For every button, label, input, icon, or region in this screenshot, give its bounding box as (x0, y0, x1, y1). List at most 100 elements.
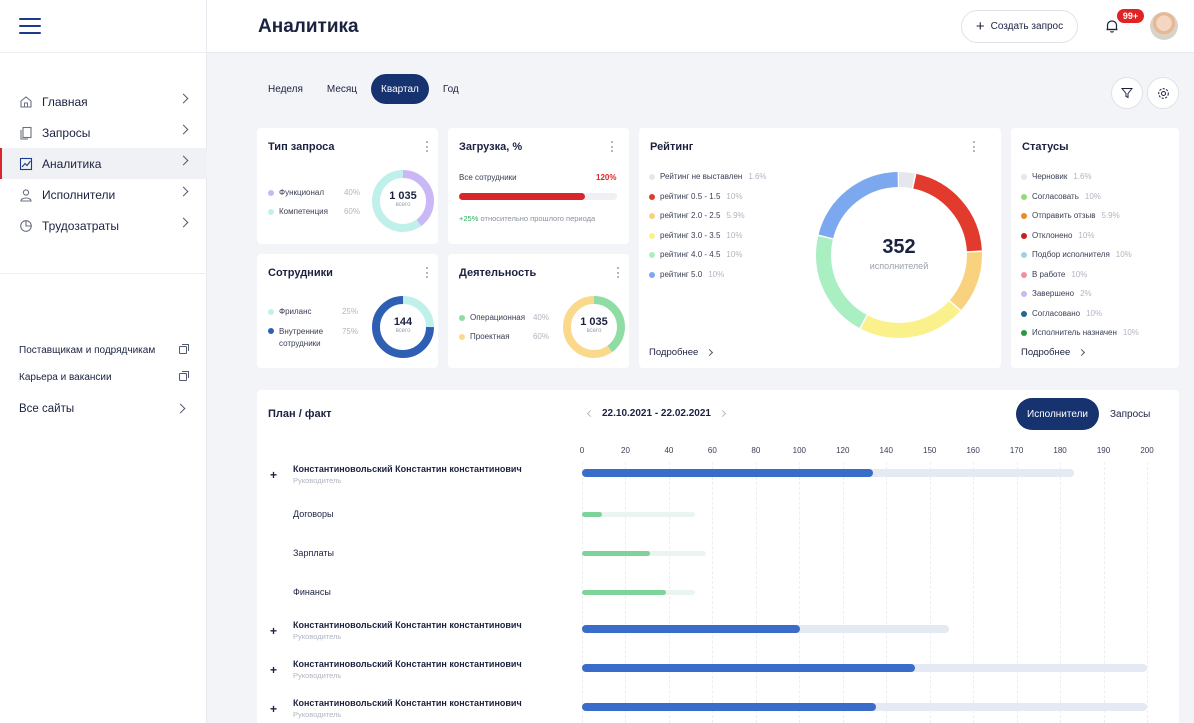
chevron-left-icon[interactable] (586, 409, 595, 418)
more-icon[interactable] (426, 141, 429, 152)
sidebar-item-home[interactable]: Главная (0, 86, 207, 117)
donut-value: 352 (882, 236, 916, 258)
more-icon[interactable] (973, 141, 976, 152)
legend-label: Завершено (1032, 289, 1075, 298)
legend-dot (1021, 174, 1027, 180)
legend-pct: 5.9% (726, 211, 745, 220)
sidebar-item-labor[interactable]: Трудозатраты (0, 210, 207, 241)
axis-tick-label: 150 (923, 446, 937, 455)
avatar[interactable] (1150, 12, 1178, 40)
legend-pct: 10% (1122, 328, 1139, 337)
gridline (973, 462, 975, 723)
legend-dot (459, 334, 465, 340)
more-icon[interactable] (611, 141, 614, 152)
sidebar-item-executors[interactable]: Исполнители (0, 179, 207, 210)
fact-bar (582, 590, 666, 595)
tab-quarter[interactable]: Квартал (371, 74, 429, 104)
legend-pct: 10% (708, 269, 725, 279)
sidebar-nav: Главная Запросы Аналитика Исполнители Тр… (0, 86, 207, 241)
legend-item: Черновик 1.6% (1021, 172, 1092, 181)
more-icon[interactable] (617, 267, 620, 278)
legend-item: рейтинг 3.0 - 3.5 10% (649, 231, 742, 240)
delta-value: +25% (459, 214, 479, 223)
gridline (1103, 462, 1105, 723)
legend-label: В работе (1032, 269, 1066, 279)
legend-pct: 10% (1084, 191, 1101, 201)
bell-icon[interactable] (1104, 18, 1120, 34)
fact-bar (582, 664, 916, 672)
tab-requests[interactable]: Запросы (1110, 408, 1151, 420)
sidebar-item-label: Аналитика (42, 156, 102, 171)
donut-center: 144 всего (372, 316, 434, 334)
tab-week[interactable]: Неделя (268, 83, 303, 95)
axis-tick-label: 170 (1009, 446, 1024, 455)
date-range-label: 22.10.2021 - 22.02.2021 (602, 408, 711, 419)
chevron-right-icon[interactable] (718, 409, 727, 418)
legend-dot (1021, 193, 1027, 200)
gridline (886, 462, 888, 723)
donut-sublabel: исполнителей (869, 261, 929, 271)
filter-button[interactable] (1111, 77, 1143, 109)
legend-dot (268, 190, 274, 196)
fact-bar (582, 512, 602, 517)
sidebar-links: Поставщикам и подрядчикам Карьера и вака… (19, 337, 189, 422)
link-suppliers[interactable]: Поставщикам и подрядчикам (19, 337, 189, 364)
user-icon (19, 188, 33, 202)
sidebar-item-analytics[interactable]: Аналитика (0, 148, 207, 179)
card-staff: Сотрудники Фриланс 25% Внутренние сотруд… (257, 254, 438, 368)
legend-label: Внутренние сотрудники (279, 327, 324, 348)
divider (0, 52, 207, 53)
legend-pct: 10% (726, 191, 743, 201)
gridline (712, 462, 714, 723)
link-all-sites[interactable]: Все сайты (19, 395, 189, 422)
create-request-button[interactable]: + Создать запрос (961, 10, 1078, 43)
donut-sublabel: всего (395, 202, 411, 208)
load-bar (459, 193, 617, 200)
statuses-more-link[interactable]: Подробнее (1021, 347, 1086, 358)
card-statuses: Статусы Черновик 1.6% Согласовать 10% Отправ… (1011, 128, 1179, 368)
tab-year[interactable]: Год (442, 83, 459, 95)
legend-item: рейтинг 2.0 - 2.5 5.9% (649, 211, 745, 220)
legend-item: Отправить отзыв 5.9% (1021, 211, 1120, 220)
legend-pct: 10% (1078, 230, 1095, 240)
donut-slice (372, 296, 434, 358)
legend-dot (649, 271, 655, 278)
external-link-icon (179, 344, 189, 354)
card-rating: Рейтинг Рейтинг не выставлен 1.6% рейтинг … (639, 128, 1001, 368)
tab-executors[interactable]: Исполнители (1016, 398, 1100, 430)
axis-tick-label: 200 (1140, 446, 1154, 455)
plus-icon: + (975, 18, 985, 35)
sidebar-item-label: Главная (42, 94, 88, 109)
legend-dot (268, 309, 274, 315)
plan-bar (582, 664, 1147, 672)
legend-item: Завершено 2% (1021, 289, 1092, 298)
load-bar-fill (459, 193, 586, 200)
legend-item: Рейтинг не выставлен 1.6% (649, 172, 767, 181)
legend-pct: 60% (532, 332, 549, 341)
legend-label: Отклонено (1032, 230, 1073, 240)
tab-month[interactable]: Месяц (326, 83, 358, 95)
sidebar-item-requests[interactable]: Запросы (0, 117, 207, 148)
home-icon (19, 95, 33, 109)
expand-row-button[interactable]: + (270, 702, 278, 716)
legend-item: Проектная 60% (459, 332, 549, 341)
legend-label: рейтинг 4.0 - 4.5 (660, 250, 721, 259)
rating-more-link[interactable]: Подробнее (649, 347, 714, 358)
expand-row-button[interactable]: + (270, 468, 278, 482)
card-activity: Деятельность Операционная 40% Проектная … (448, 254, 629, 368)
menu-icon[interactable] (19, 18, 41, 36)
expand-row-button[interactable]: + (270, 663, 278, 677)
legend-item: Операционная 40% (459, 313, 549, 322)
legend-label: Функционал (279, 188, 325, 197)
card-load: Загрузка, % Все сотрудники 120% +25% отн… (448, 128, 629, 244)
expand-row-button[interactable]: + (270, 624, 278, 638)
settings-button[interactable] (1147, 77, 1179, 109)
axis-tick-label: 80 (751, 446, 761, 455)
legend-dot (1021, 330, 1027, 336)
donut-value: 1 035 (389, 190, 417, 202)
donut-value: 144 (393, 316, 413, 328)
gridline (842, 462, 844, 723)
link-careers[interactable]: Карьера и вакансии (19, 364, 189, 391)
more-icon[interactable] (426, 267, 429, 278)
delta-text: относительно прошлого периода (480, 214, 596, 223)
